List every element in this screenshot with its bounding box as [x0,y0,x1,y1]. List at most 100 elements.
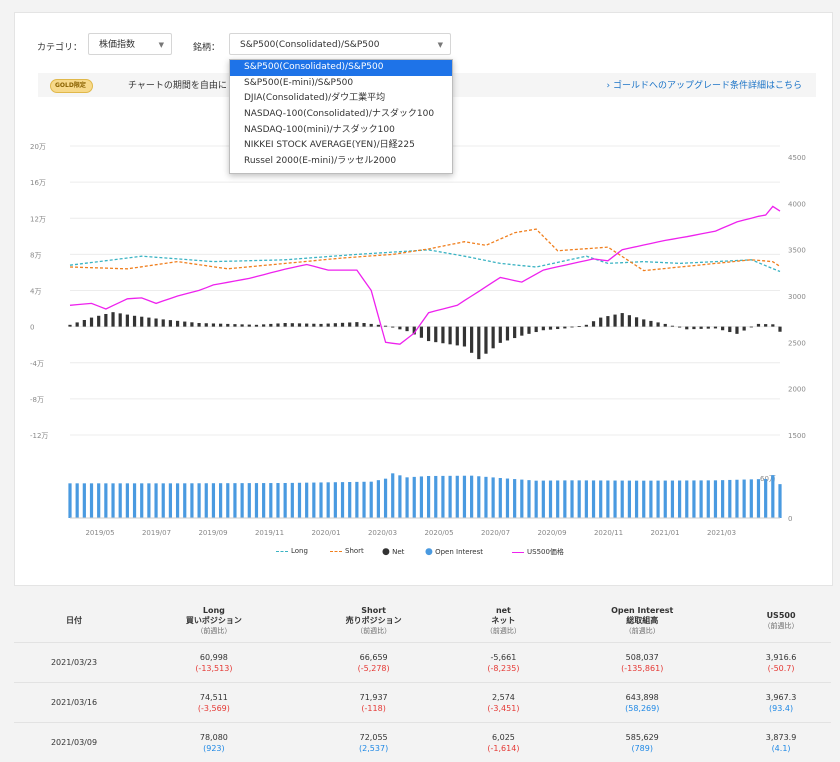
net-bar [269,324,272,327]
category-select[interactable]: 株価指数 ▼ [88,33,172,55]
x-axis-tick: 2020/03 [368,529,397,537]
col-header-us500: US500（前週比） [731,600,831,643]
cell-long-value: 74,511 [200,693,228,702]
cell-us500: 3,967.3(93.4) [731,683,831,723]
open-interest-bar [477,476,480,518]
open-interest-bar [68,483,71,518]
right-axis-tick: 4000 [788,200,806,208]
net-bar [362,323,365,327]
open-interest-bar [312,483,315,518]
open-interest-bar [685,480,688,518]
cell-long-change: (-13,513) [195,664,232,673]
x-axis-tick: 2020/09 [537,529,566,537]
net-bar [262,324,265,326]
x-axis-tick: 2020/01 [311,529,340,537]
net-bar [664,324,667,327]
right-axis-tick: 3000 [788,293,806,301]
net-bar [248,325,251,327]
legend-long-swatch [276,551,288,552]
net-bar [470,327,473,353]
net-bar [305,324,308,327]
open-interest-bar [578,480,581,518]
net-bar [570,327,573,328]
x-axis-tick: 2019/05 [85,529,114,537]
open-interest-bar [535,481,538,518]
open-interest-bar [140,483,143,518]
net-bar [685,327,688,330]
net-bar [384,326,387,327]
open-interest-bar [413,477,416,518]
cell-short: 71,937(-118) [294,683,454,723]
net-bar [226,324,229,327]
dropdown-option-djia[interactable]: DJIA(Consolidated)/ダウ工業平均 [230,91,452,107]
net-bar [449,327,452,345]
left-axis-tick: -4万 [30,360,44,368]
legend-long[interactable]: Long [276,547,308,555]
table-row: 2021/03/09 78,080(923) 72,055(2,537) 6,0… [14,723,831,762]
open-interest-bar [506,479,509,518]
short-series-line [70,229,780,271]
left-axis-tick: 0 [30,324,34,332]
left-axis-tick: 16万 [30,179,46,187]
open-interest-bar [764,479,767,518]
dropdown-option-nikkei225[interactable]: NIKKEI STOCK AVERAGE(YEN)/日経225 [230,138,452,154]
header-us500-label: US500 [767,611,796,620]
symbol-select[interactable]: S&P500(Consolidated)/S&P500 ▼ [229,33,451,55]
net-bar [334,323,337,326]
cell-us500-change: (93.4) [769,704,793,713]
open-interest-bar [319,482,322,518]
legend-open-interest[interactable]: ● Open Interest [425,547,483,557]
net-bar [298,323,301,326]
net-bar [126,315,129,327]
open-interest-bar [291,483,294,518]
dropdown-option-sp500-emini[interactable]: S&P500(E-mini)/S&P500 [230,76,452,92]
cell-net: 6,025(-1,614) [454,723,554,762]
open-interest-bar [398,475,401,518]
left-axis-tick: 20万 [30,143,46,151]
open-interest-bar [692,480,695,518]
open-interest-bar [262,483,265,518]
open-interest-bar [628,481,631,518]
net-bar [678,327,681,328]
legend-long-label: Long [291,547,308,555]
open-interest-bar [743,480,746,518]
cell-short-change: (-118) [361,704,385,713]
dropdown-option-russell2000[interactable]: Russel 2000(E-mini)/ラッセル2000 [230,154,452,170]
open-interest-bar [463,476,466,518]
open-interest-bar [750,479,753,518]
legend-us500[interactable]: US500価格 [512,547,564,557]
open-interest-bar [384,479,387,518]
cell-us500-change: (4.1) [772,744,791,753]
dropdown-option-sp500-consolidated[interactable]: S&P500(Consolidated)/S&P500 [230,60,452,76]
dropdown-option-nasdaq100-consolidated[interactable]: NASDAQ-100(Consolidated)/ナスダック100 [230,107,452,123]
dropdown-option-nasdaq100-mini[interactable]: NASDAQ-100(mini)/ナスダック100 [230,123,452,139]
net-bar [606,316,609,327]
open-interest-bar [492,477,495,518]
net-bar [83,320,86,327]
net-bar [628,315,631,326]
open-interest-bar [570,480,573,518]
open-interest-bar [728,480,731,518]
gold-badge-text: GOLD限定 [55,82,86,89]
net-bar [750,327,753,328]
open-interest-bar [133,483,136,518]
net-bar [535,327,538,332]
header-short-sub: 売りポジション [346,616,402,625]
net-bar [341,323,344,327]
open-interest-bar [298,483,301,518]
legend-short-swatch [330,551,342,552]
right-axis-tick: 4500 [788,154,806,162]
legend-net[interactable]: ● Net [382,547,404,557]
header-long-label: Long [203,606,225,615]
open-interest-bar [126,483,129,518]
x-axis-tick: 2020/05 [424,529,453,537]
upgrade-link[interactable]: › ゴールドへのアップグレード条件詳細はこちら [607,78,802,91]
net-bar [771,324,774,326]
open-interest-bar [714,480,717,518]
net-bar [671,326,674,327]
legend-short[interactable]: Short [330,547,364,555]
net-bar [241,324,244,326]
net-bar [197,323,200,327]
open-interest-bar [269,483,272,518]
cell-long: 74,511(-3,569) [134,683,294,723]
